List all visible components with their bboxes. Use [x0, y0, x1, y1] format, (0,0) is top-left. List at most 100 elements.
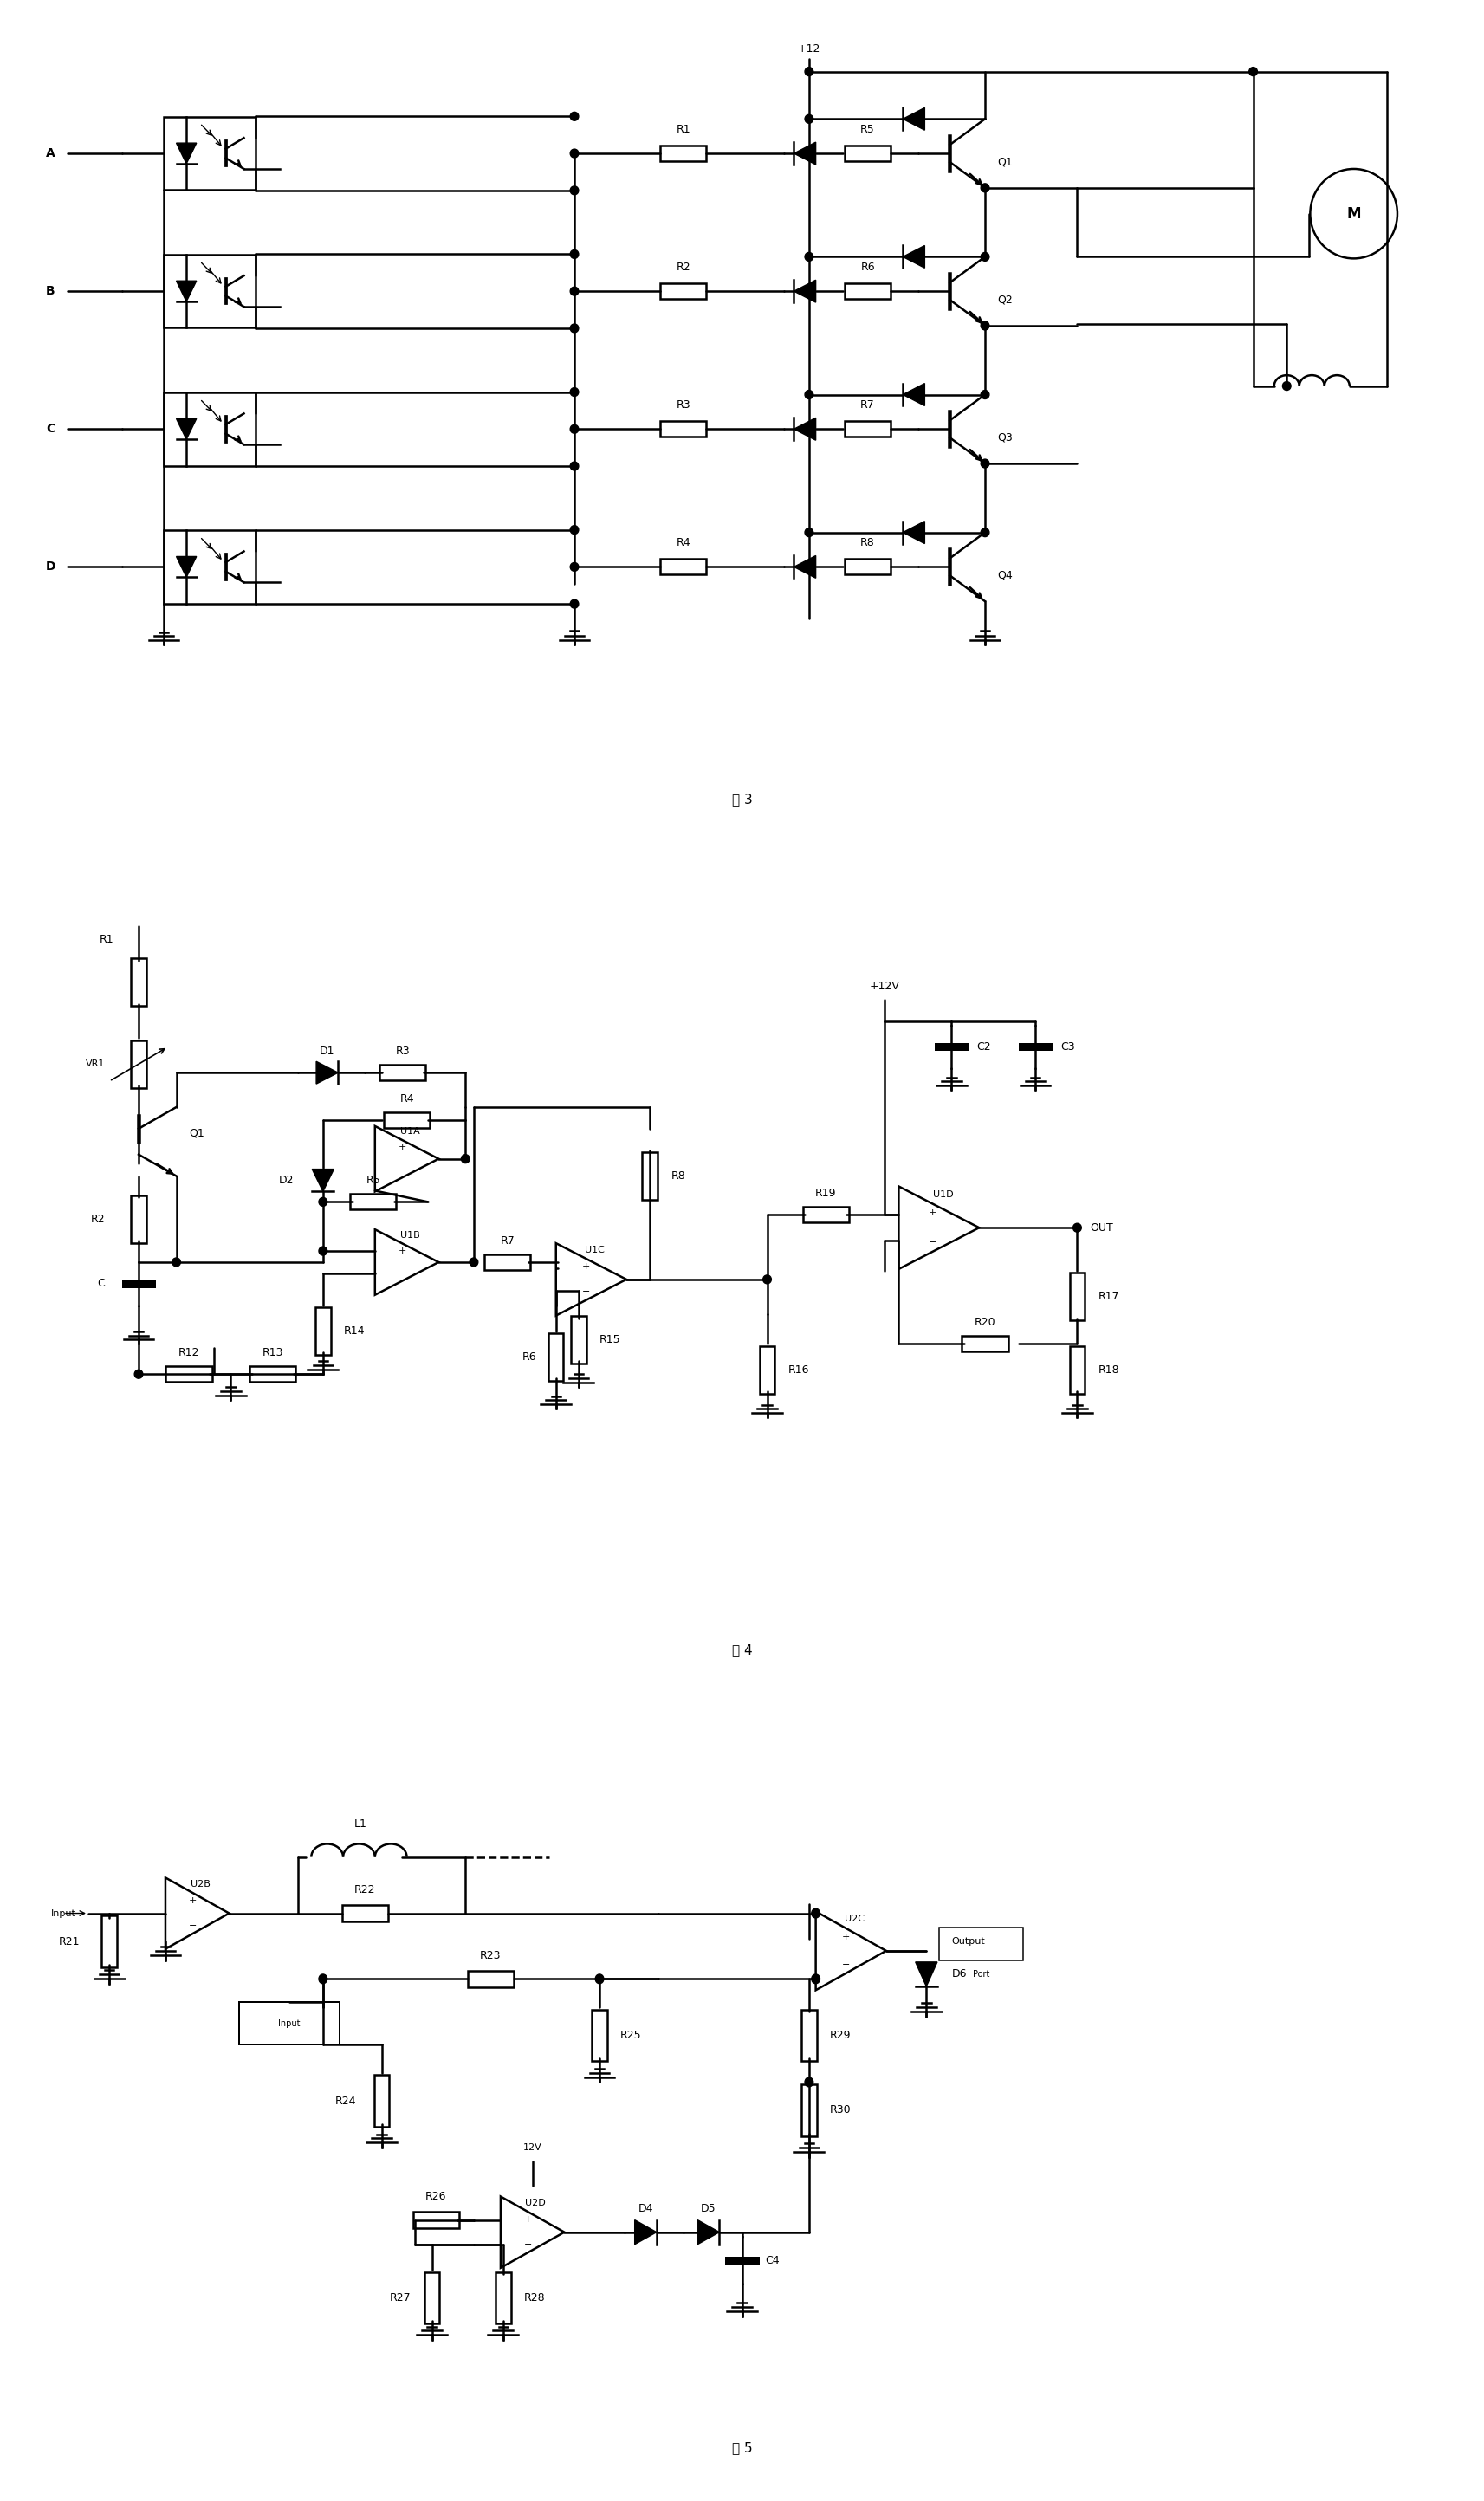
Text: R23: R23: [479, 1951, 502, 1961]
Text: C: C: [46, 423, 55, 435]
Polygon shape: [794, 143, 816, 165]
Bar: [643, 1153, 657, 1200]
Text: R29: R29: [830, 2028, 852, 2041]
Polygon shape: [635, 2221, 656, 2243]
Text: L1: L1: [355, 1818, 367, 1831]
Bar: [760, 1346, 775, 1393]
Text: C4: C4: [766, 2253, 781, 2266]
Text: Q2: Q2: [997, 295, 1014, 305]
Text: −: −: [188, 1921, 196, 1931]
Text: 12V: 12V: [522, 2143, 542, 2151]
Text: D6: D6: [951, 1968, 966, 1981]
Bar: [571, 1316, 586, 1363]
Text: −: −: [582, 1288, 591, 1296]
Bar: [660, 283, 706, 300]
Text: R5: R5: [861, 123, 876, 135]
Text: R22: R22: [355, 1883, 375, 1896]
Circle shape: [1250, 68, 1257, 75]
Circle shape: [981, 460, 990, 468]
Bar: [249, 1366, 295, 1383]
Text: +: +: [398, 1143, 407, 1150]
Text: U1D: U1D: [933, 1190, 953, 1198]
Bar: [592, 2008, 607, 2061]
Text: R6: R6: [522, 1351, 537, 1363]
Bar: [374, 2076, 389, 2126]
Text: OUT: OUT: [1089, 1223, 1113, 1233]
Text: Port: Port: [972, 1971, 990, 1978]
Text: D5: D5: [700, 2203, 717, 2213]
Text: −: −: [841, 1961, 850, 1968]
Circle shape: [570, 185, 579, 195]
Text: R21: R21: [59, 1936, 80, 1948]
Text: R7: R7: [500, 1235, 515, 1245]
Bar: [844, 145, 890, 160]
Text: C3: C3: [1061, 1040, 1074, 1053]
Text: +: +: [524, 2216, 531, 2223]
Text: C2: C2: [976, 1040, 991, 1053]
Text: U1C: U1C: [585, 1245, 604, 1253]
Bar: [131, 958, 145, 1005]
Circle shape: [1282, 383, 1291, 390]
Bar: [239, 2003, 340, 2046]
Bar: [844, 283, 890, 300]
Text: R13: R13: [263, 1348, 283, 1358]
Text: U1B: U1B: [401, 1230, 420, 1240]
Bar: [484, 1256, 530, 1271]
Text: +12: +12: [797, 43, 821, 55]
Bar: [341, 1906, 387, 1921]
Bar: [962, 1336, 1008, 1351]
Text: R3: R3: [395, 1045, 410, 1058]
Bar: [163, 393, 255, 465]
Circle shape: [804, 2078, 813, 2086]
Circle shape: [319, 1973, 326, 1983]
Polygon shape: [902, 520, 925, 543]
Polygon shape: [177, 558, 196, 578]
Circle shape: [135, 1371, 142, 1378]
Bar: [424, 2271, 439, 2323]
Polygon shape: [316, 1060, 338, 1083]
Polygon shape: [916, 1961, 938, 1986]
Bar: [131, 1195, 145, 1243]
Bar: [801, 2008, 816, 2061]
Circle shape: [570, 113, 579, 120]
Bar: [801, 2083, 816, 2136]
Circle shape: [804, 68, 813, 75]
Text: −: −: [398, 1271, 407, 1278]
Text: B: B: [46, 285, 55, 298]
Bar: [939, 1928, 1022, 1961]
Bar: [102, 1916, 117, 1968]
Text: R28: R28: [524, 2291, 546, 2303]
Text: +: +: [582, 1263, 591, 1271]
Text: U2C: U2C: [844, 1916, 864, 1923]
Circle shape: [981, 183, 990, 193]
Bar: [350, 1193, 396, 1210]
Circle shape: [570, 425, 579, 433]
Circle shape: [570, 463, 579, 470]
Text: R12: R12: [178, 1348, 199, 1358]
Bar: [844, 420, 890, 438]
Circle shape: [570, 150, 579, 158]
Circle shape: [804, 390, 813, 400]
Bar: [549, 1333, 564, 1381]
Text: C: C: [98, 1278, 105, 1291]
Text: −: −: [398, 1165, 407, 1175]
Polygon shape: [794, 418, 816, 440]
Bar: [1070, 1273, 1085, 1321]
Circle shape: [319, 1198, 326, 1205]
Text: R18: R18: [1098, 1363, 1119, 1376]
Circle shape: [172, 1258, 181, 1266]
Text: U2D: U2D: [525, 2198, 546, 2208]
Circle shape: [804, 528, 813, 538]
Circle shape: [570, 288, 579, 295]
Text: M: M: [1346, 205, 1361, 223]
Text: VR1: VR1: [86, 1060, 105, 1068]
Polygon shape: [902, 383, 925, 405]
Text: R17: R17: [1098, 1291, 1119, 1303]
Bar: [163, 255, 255, 328]
Circle shape: [981, 528, 990, 538]
Text: Q4: Q4: [997, 570, 1014, 580]
Text: +: +: [929, 1208, 936, 1218]
Bar: [131, 1040, 145, 1088]
Bar: [467, 1971, 513, 1988]
Text: R8: R8: [861, 538, 876, 548]
